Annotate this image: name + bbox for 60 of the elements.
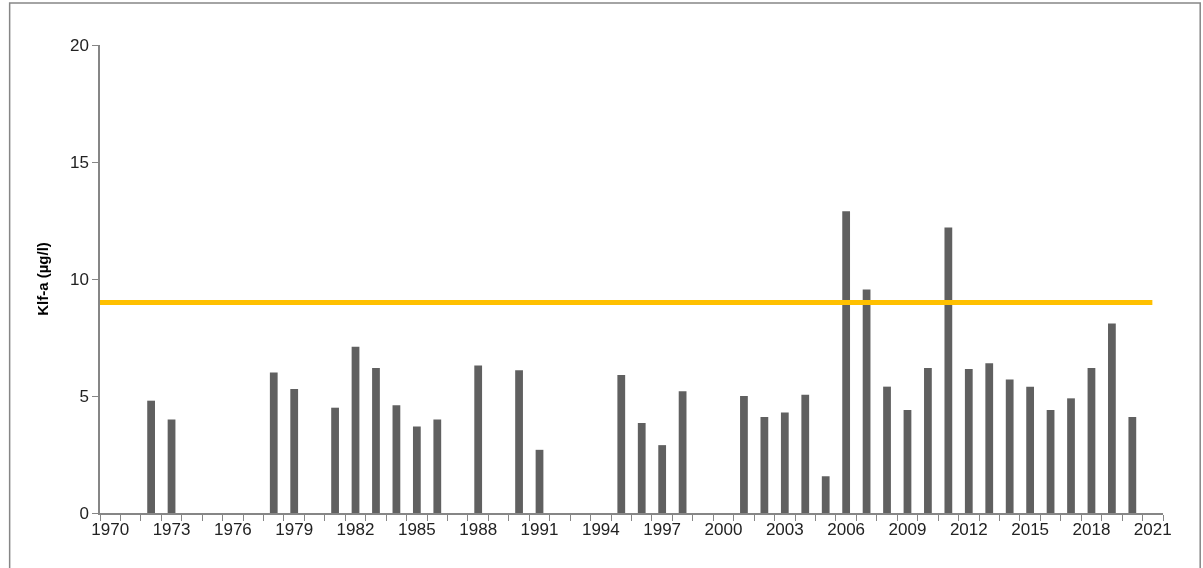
x-tick-label: 1988 [459, 520, 498, 540]
bar [351, 346, 360, 513]
y-axis-title: Klf-a (µg/l) [33, 242, 51, 316]
x-tick-label: 1979 [275, 520, 314, 540]
bar [821, 476, 830, 513]
bar [903, 410, 912, 513]
bar [617, 374, 626, 513]
bar [1026, 386, 1035, 513]
x-tick-label: 2003 [765, 520, 804, 540]
bar [515, 370, 523, 513]
bar [658, 445, 667, 513]
x-tick-label: 1982 [336, 520, 375, 540]
x-tick-label: 1985 [397, 520, 436, 540]
bar [474, 365, 483, 513]
x-tick-label: 1994 [581, 520, 620, 540]
x-tick-label: 1976 [213, 520, 252, 540]
bar [1087, 367, 1096, 513]
x-tick-label: 1970 [91, 520, 130, 540]
x-tick-label: 2009 [888, 520, 927, 540]
bar [372, 367, 380, 513]
y-tick-label: 5 [79, 386, 89, 406]
bar [760, 417, 769, 513]
x-tick-label: 2018 [1072, 520, 1111, 540]
x-tick-label: 1991 [520, 520, 559, 540]
bar [269, 372, 278, 513]
bar [1108, 323, 1116, 513]
bar [433, 419, 442, 513]
bar [167, 419, 176, 513]
bar [290, 388, 299, 513]
x-tick-label: 2015 [1011, 520, 1050, 540]
x-tick-label: 1973 [152, 520, 191, 540]
y-tick-label: 0 [79, 503, 89, 523]
x-tick-label: 1997 [643, 520, 682, 540]
x-tick-label: 2012 [949, 520, 988, 540]
bar [678, 391, 687, 513]
bar [1005, 379, 1014, 513]
x-tick-label: 2021 [1133, 520, 1172, 540]
bar [842, 211, 851, 513]
x-tick-label: 2006 [827, 520, 866, 540]
bar [780, 412, 789, 513]
bar [1067, 398, 1075, 513]
bar [412, 426, 421, 513]
bar [985, 363, 994, 513]
bar [392, 405, 401, 513]
bar [1046, 410, 1055, 513]
bar [924, 367, 932, 513]
bar [740, 396, 748, 513]
y-tick-label: 20 [69, 35, 89, 55]
y-tick-label: 10 [69, 269, 89, 289]
bar [1128, 417, 1137, 513]
bar [964, 369, 973, 513]
bar [883, 386, 891, 513]
bar [535, 449, 544, 513]
bar [147, 400, 155, 513]
x-tick-label: 2000 [704, 520, 743, 540]
bar [637, 422, 646, 513]
y-tick-label: 15 [69, 152, 89, 172]
bar [944, 227, 953, 513]
bar [331, 407, 339, 513]
bar [801, 394, 810, 513]
